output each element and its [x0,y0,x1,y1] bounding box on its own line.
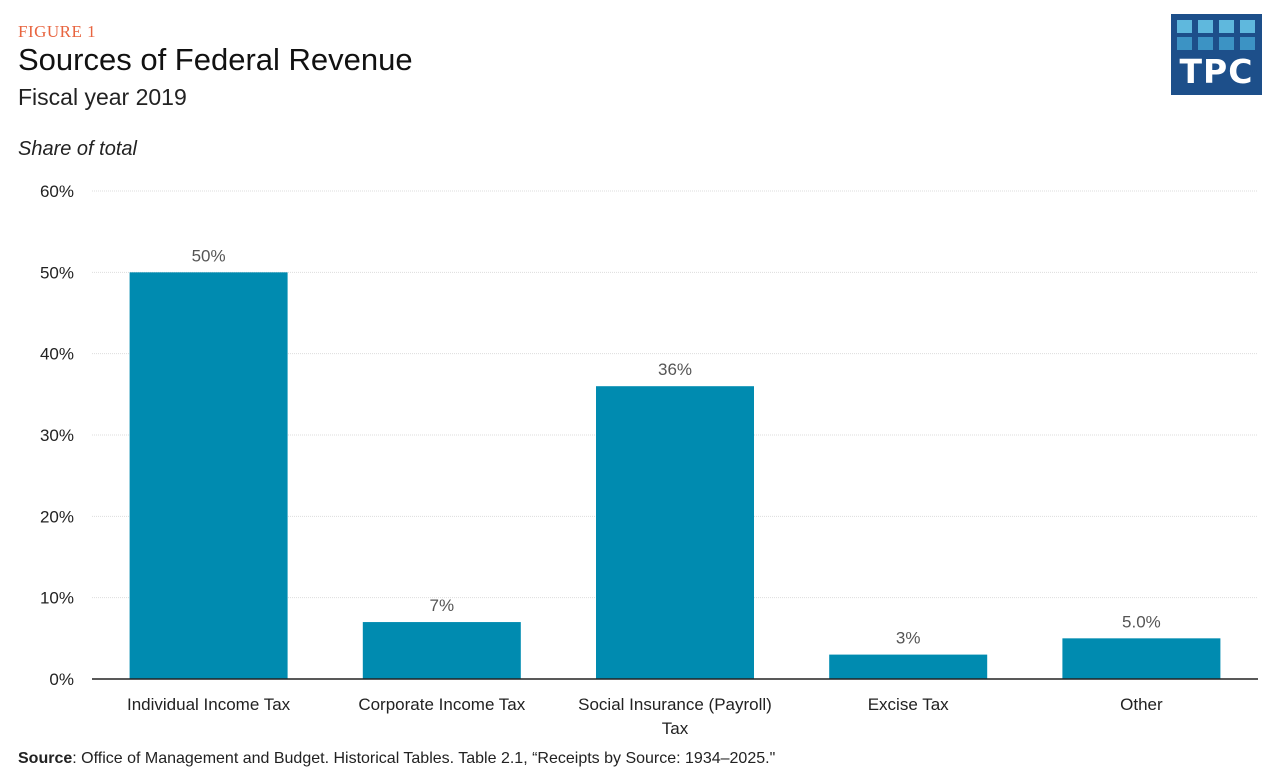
source-note: Source: Office of Management and Budget.… [18,750,775,768]
logo-square [1177,37,1192,50]
x-tick-label: Tax [662,719,689,738]
figure-label: FIGURE 1 [18,22,97,41]
logo-square [1177,20,1192,33]
bar [596,386,754,679]
logo-square [1219,37,1234,50]
y-axis-label: Share of total [18,138,137,160]
logo-square [1219,20,1234,33]
chart-title: Sources of Federal Revenue [18,42,413,77]
source-label: Source [18,750,73,767]
data-label: 36% [658,360,692,379]
y-tick-label: 50% [40,263,74,282]
logo-square [1198,20,1213,33]
y-tick-label: 40% [40,345,74,364]
logo-square [1240,37,1255,50]
y-tick-label: 30% [40,426,74,445]
bar-chart: 0% 10% 20% 30% 40% 50% 60% 50% Individual Income… [40,182,1258,738]
bar [362,622,521,679]
bar [1062,638,1221,679]
bar [829,654,988,679]
logo-square [1198,37,1213,50]
x-tick-label: Other [1120,695,1163,714]
logo-text: TPC [1179,52,1254,91]
data-label: 3% [896,629,921,648]
x-tick-label: Excise Tax [868,695,949,714]
tpc-logo: TPC [1171,14,1262,95]
data-label: 5.0% [1122,612,1161,631]
y-tick-label: 20% [40,507,74,526]
bar [129,272,288,679]
logo-square [1240,20,1255,33]
chart-subtitle: Fiscal year 2019 [18,84,187,110]
x-tick-label: Individual Income Tax [127,695,291,714]
y-tick-label: 10% [40,589,74,608]
y-tick-label: 0% [49,670,74,689]
x-tick-label: Social Insurance (Payroll) [578,695,772,714]
x-tick-label: Corporate Income Tax [358,695,525,714]
y-tick-label: 60% [40,182,74,201]
data-label: 7% [430,596,455,615]
source-text: : Office of Management and Budget. Histo… [72,750,776,767]
data-label: 50% [192,246,226,265]
